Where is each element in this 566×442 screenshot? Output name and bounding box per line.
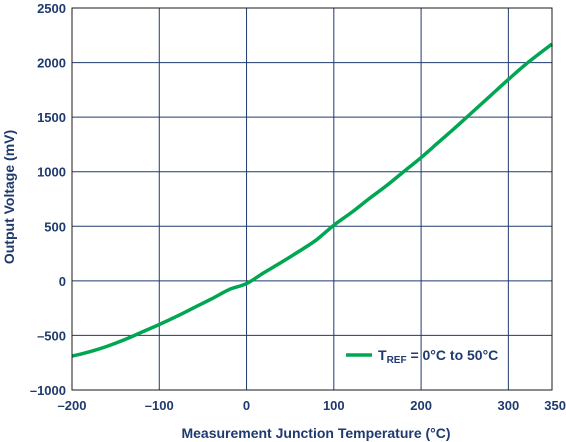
legend-label: TREF = 0°C to 50°C <box>378 347 498 366</box>
x-tick-label: –100 <box>145 398 174 413</box>
x-axis-ticks: –200 –100 0 100 200 300 350 <box>58 398 566 413</box>
x-tick-label: 100 <box>323 398 345 413</box>
y-axis-ticks: –1000 –500 0 500 1000 1500 2000 2500 <box>30 1 66 398</box>
plot-frame <box>71 7 553 391</box>
legend-label-prefix: T <box>378 347 387 363</box>
series-layer <box>71 42 554 358</box>
x-tick-label: 300 <box>498 398 520 413</box>
y-tick-label: –500 <box>37 328 66 343</box>
x-tick-label: –200 <box>58 398 87 413</box>
grid <box>71 7 553 391</box>
x-tick-label: 200 <box>410 398 432 413</box>
y-tick-label: 1500 <box>37 110 66 125</box>
legend: TREF = 0°C to 50°C <box>346 347 498 366</box>
x-tick-label: 350 <box>544 398 566 413</box>
y-tick-label: 1000 <box>37 165 66 180</box>
x-tick-label: 0 <box>243 398 250 413</box>
legend-label-suffix: = 0°C to 50°C <box>407 347 499 363</box>
y-tick-label: –1000 <box>30 383 66 398</box>
y-tick-label: 500 <box>44 219 66 234</box>
y-axis-title: Output Voltage (mV) <box>1 130 17 264</box>
legend-label-subscript: REF <box>387 355 407 366</box>
series-line-0 <box>71 42 554 358</box>
y-tick-label: 2500 <box>37 1 66 16</box>
x-axis-title: Measurement Junction Temperature (°C) <box>181 425 450 441</box>
y-tick-label: 2000 <box>37 56 66 71</box>
y-tick-label: 0 <box>59 274 66 289</box>
